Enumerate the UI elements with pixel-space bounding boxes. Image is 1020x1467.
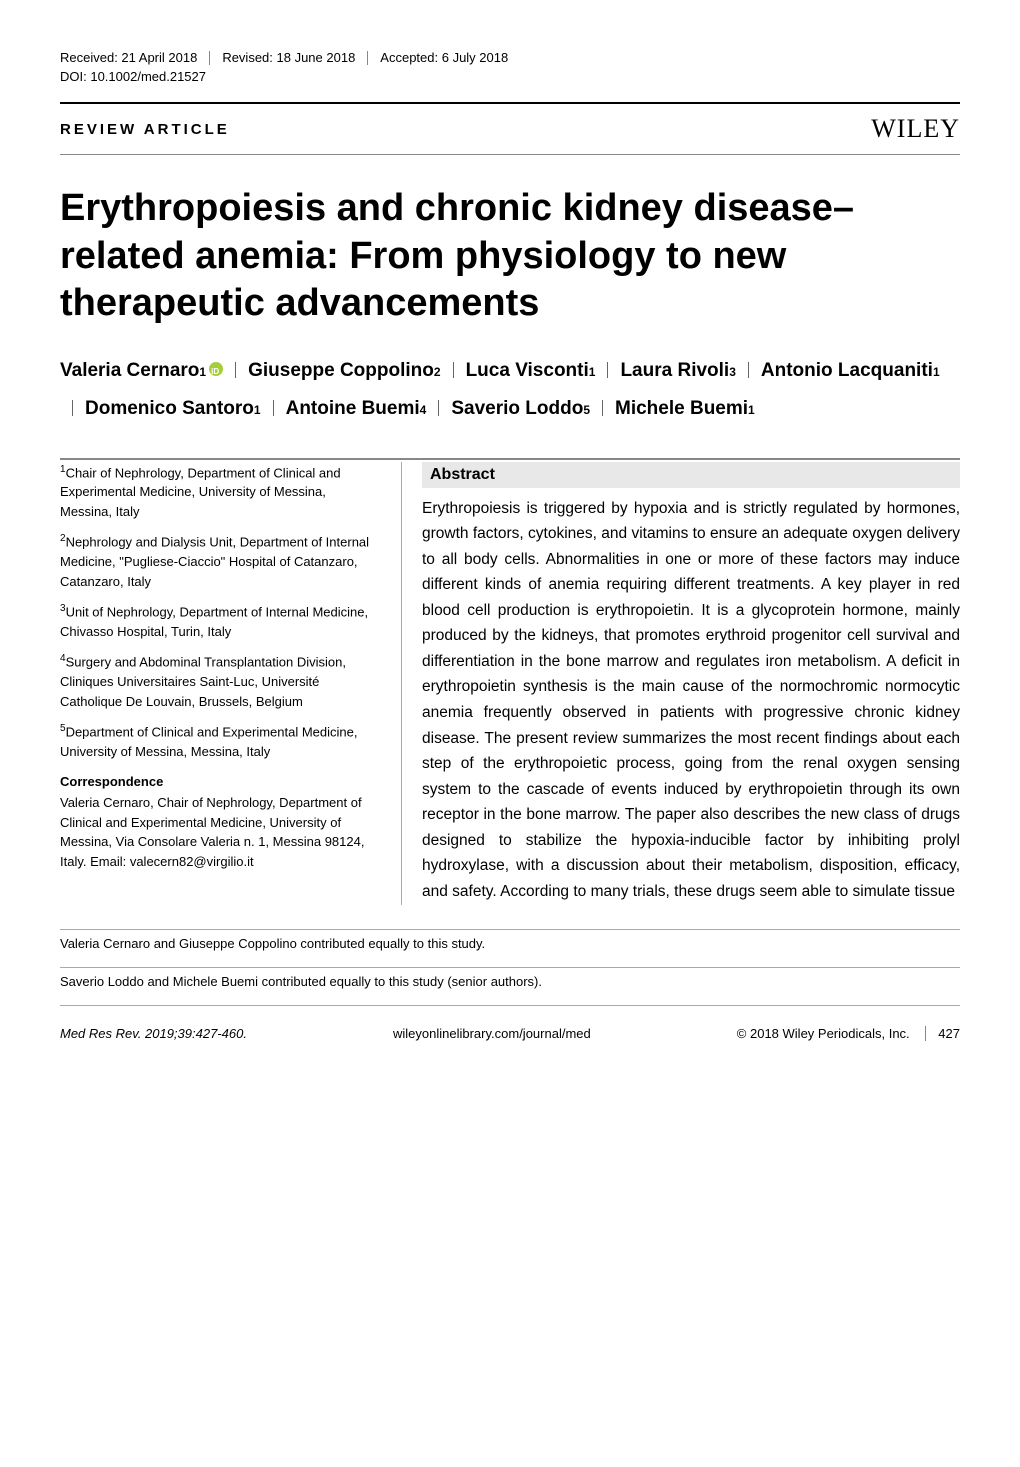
author: Valeria Cernaro1: [60, 352, 223, 390]
divider: [209, 51, 210, 65]
footer-right: © 2018 Wiley Periodicals, Inc. 427: [737, 1026, 960, 1041]
journal-citation-text: Med Res Rev. 2019;39:427-460.: [60, 1026, 247, 1041]
author: Antonio Lacquaniti1: [761, 352, 940, 390]
abstract-heading: Abstract: [422, 462, 960, 488]
journal-url: wileyonlinelibrary.com/journal/med: [393, 1026, 591, 1041]
divider: [367, 51, 368, 65]
divider: [60, 967, 960, 968]
author: Giuseppe Coppolino2: [248, 352, 440, 390]
divider: [60, 929, 960, 930]
revised-date: Revised: 18 June 2018: [222, 50, 355, 65]
accepted-date: Accepted: 6 July 2018: [380, 50, 508, 65]
article-title: Erythropoiesis and chronic kidney diseas…: [60, 185, 960, 328]
affiliation: 4Surgery and Abdominal Transplantation D…: [60, 651, 381, 711]
author-separator: [235, 362, 236, 378]
author-separator: [438, 400, 439, 416]
publisher-logo: WILEY: [871, 114, 960, 144]
correspondence-heading: Correspondence: [60, 772, 381, 792]
author-separator: [453, 362, 454, 378]
journal-citation: Med Res Rev. 2019;39:427-460.: [60, 1026, 247, 1041]
article-history: Received: 21 April 2018 Revised: 18 June…: [60, 50, 960, 65]
divider: [60, 458, 960, 460]
copyright: © 2018 Wiley Periodicals, Inc.: [737, 1026, 910, 1041]
contribution-note: Saverio Loddo and Michele Buemi contribu…: [60, 974, 960, 989]
author-separator: [273, 400, 274, 416]
received-date: Received: 21 April 2018: [60, 50, 197, 65]
affiliation: 1Chair of Nephrology, Department of Clin…: [60, 462, 381, 522]
article-type: REVIEW ARTICLE: [60, 121, 230, 138]
correspondence-text: Valeria Cernaro, Chair of Nephrology, De…: [60, 793, 381, 871]
affiliation: 2Nephrology and Dialysis Unit, Departmen…: [60, 531, 381, 591]
affiliation: 3Unit of Nephrology, Department of Inter…: [60, 601, 381, 641]
author: Luca Visconti1: [466, 352, 596, 390]
orcid-icon: [209, 362, 223, 376]
author: Antoine Buemi4: [286, 390, 427, 428]
page-footer: Med Res Rev. 2019;39:427-460. wileyonlin…: [60, 1026, 960, 1041]
abstract-column: Abstract Erythropoiesis is triggered by …: [402, 462, 960, 905]
affiliations-column: 1Chair of Nephrology, Department of Clin…: [60, 462, 402, 905]
meta-abstract-row: 1Chair of Nephrology, Department of Clin…: [60, 462, 960, 905]
page-number: 427: [925, 1026, 960, 1041]
article-type-bar: REVIEW ARTICLE WILEY: [60, 102, 960, 155]
author: Domenico Santoro1: [85, 390, 261, 428]
author: Saverio Loddo5: [451, 390, 590, 428]
author-separator: [607, 362, 608, 378]
contribution-note: Valeria Cernaro and Giuseppe Coppolino c…: [60, 936, 960, 951]
abstract-body: Erythropoiesis is triggered by hypoxia a…: [422, 496, 960, 905]
author-separator: [72, 400, 73, 416]
affiliation: 5Department of Clinical and Experimental…: [60, 721, 381, 761]
author: Laura Rivoli3: [620, 352, 735, 390]
author-separator: [748, 362, 749, 378]
author: Michele Buemi1: [615, 390, 755, 428]
divider: [60, 1005, 960, 1006]
doi: DOI: 10.1002/med.21527: [60, 69, 960, 84]
author-list: Valeria Cernaro1 Giuseppe Coppolino2 Luca …: [60, 352, 960, 428]
author-separator: [602, 400, 603, 416]
